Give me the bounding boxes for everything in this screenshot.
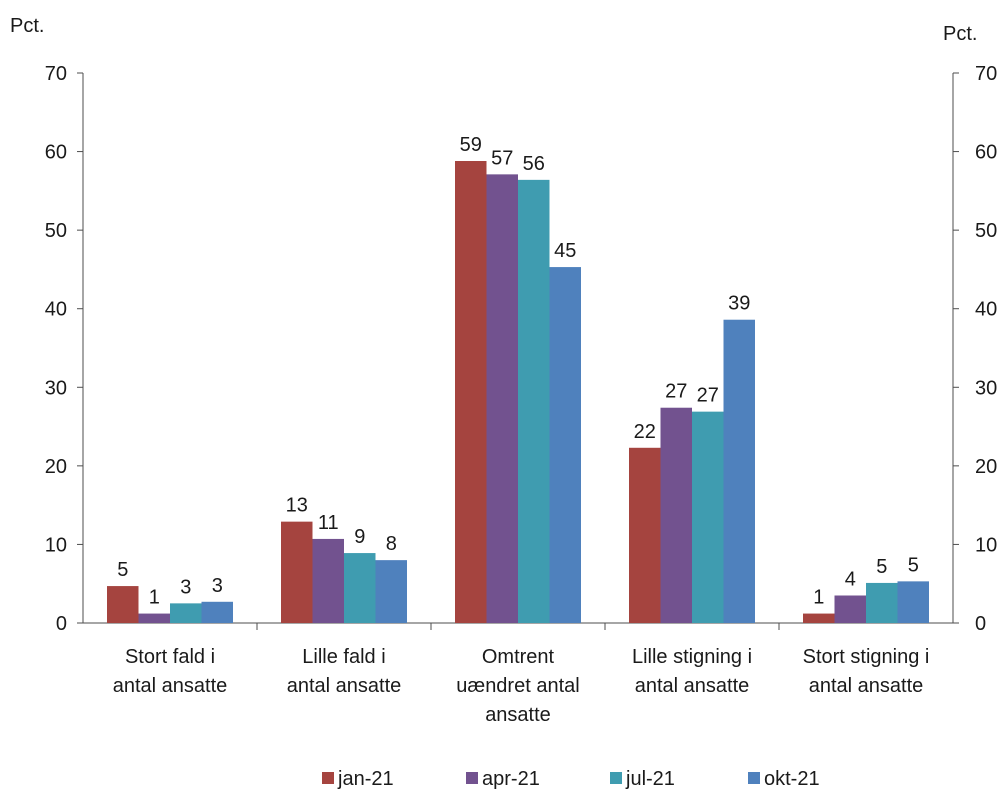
category-label: antal ansatte xyxy=(635,675,750,697)
bar-apr-21-0 xyxy=(138,613,170,623)
category-labels: Stort fald i antal ansatte Lille fald i ant… xyxy=(113,623,930,726)
left-tick-label: 10 xyxy=(45,534,67,556)
bar-apr-21-3 xyxy=(660,407,692,623)
bar-jul-21-3 xyxy=(692,411,724,623)
left-tick-label: 40 xyxy=(45,299,67,321)
legend-swatch-jul-21 xyxy=(610,772,622,784)
legend-label-okt-21: okt-21 xyxy=(764,768,820,790)
category-label: antal ansatte xyxy=(809,675,924,697)
data-label: 57 xyxy=(491,147,513,169)
category-label: uændret antal xyxy=(456,675,579,697)
data-label: 45 xyxy=(554,240,576,262)
legend-swatch-apr-21 xyxy=(466,772,478,784)
category-label: Lille stigning i xyxy=(632,646,752,668)
category-label: antal ansatte xyxy=(113,675,228,697)
left-tick-label: 60 xyxy=(45,142,67,164)
data-label: 3 xyxy=(180,576,191,598)
right-tick-label: 40 xyxy=(975,299,997,321)
data-label: 56 xyxy=(523,153,545,175)
data-label: 5 xyxy=(876,556,887,578)
bar-jul-21-0 xyxy=(170,603,202,623)
bar-apr-21-2 xyxy=(486,174,518,623)
legend-label-apr-21: apr-21 xyxy=(482,768,540,790)
data-label: 22 xyxy=(634,421,656,443)
bar-jul-21-4 xyxy=(866,582,898,623)
data-label: 1 xyxy=(813,587,824,609)
bar-okt-21-0 xyxy=(201,601,233,623)
bar-jan-21-1 xyxy=(281,521,313,623)
bar-apr-21-4 xyxy=(834,595,866,623)
legend-swatch-jan-21 xyxy=(322,772,334,784)
left-axis-unit: Pct. xyxy=(10,15,44,37)
bar-okt-21-2 xyxy=(549,267,581,623)
data-label: 3 xyxy=(212,575,223,597)
left-tick-label: 0 xyxy=(56,613,67,635)
bar-jul-21-2 xyxy=(518,179,550,623)
data-label: 39 xyxy=(728,293,750,315)
category-label: Stort stigning i xyxy=(803,646,930,668)
data-label: 8 xyxy=(386,533,397,555)
legend-swatch-okt-21 xyxy=(748,772,760,784)
data-label: 27 xyxy=(697,385,719,407)
category-label: ansatte xyxy=(485,704,551,726)
right-axis-unit: Pct. xyxy=(943,23,977,45)
bar-jan-21-2 xyxy=(455,161,487,623)
left-tick-label: 30 xyxy=(45,377,67,399)
right-tick-label: 0 xyxy=(975,613,986,635)
right-tick-label: 10 xyxy=(975,534,997,556)
right-axis: 0 10 20 30 40 50 60 70 xyxy=(952,63,997,635)
category-label: Stort fald i xyxy=(125,646,215,668)
data-label: 11 xyxy=(318,512,339,534)
data-label: 59 xyxy=(460,134,482,156)
category-label: Omtrent xyxy=(482,646,555,668)
bar-okt-21-4 xyxy=(897,581,929,623)
bar-apr-21-1 xyxy=(312,538,344,623)
right-tick-label: 30 xyxy=(975,377,997,399)
data-label: 4 xyxy=(845,569,856,591)
bar-jul-21-1 xyxy=(344,553,376,623)
left-tick-label: 50 xyxy=(45,220,67,242)
bar-jan-21-4 xyxy=(803,613,835,623)
right-tick-label: 60 xyxy=(975,142,997,164)
category-label: antal ansatte xyxy=(287,675,402,697)
bar-jan-21-0 xyxy=(107,586,139,623)
bar-okt-21-3 xyxy=(723,319,755,623)
legend: jan-21 apr-21 jul-21 okt-21 xyxy=(322,768,820,790)
left-tick-label: 70 xyxy=(45,63,67,85)
bar-jan-21-3 xyxy=(629,447,661,623)
legend-label-jul-21: jul-21 xyxy=(625,768,675,790)
right-tick-label: 50 xyxy=(975,220,997,242)
data-label: 1 xyxy=(149,587,160,609)
legend-label-jan-21: jan-21 xyxy=(337,768,394,790)
right-tick-label: 70 xyxy=(975,63,997,85)
bar-okt-21-1 xyxy=(375,560,407,623)
data-label: 27 xyxy=(665,381,687,403)
data-label: 5 xyxy=(117,559,128,581)
data-label: 5 xyxy=(908,554,919,576)
category-label: Lille fald i xyxy=(302,646,385,668)
left-tick-label: 20 xyxy=(45,456,67,478)
data-label: 13 xyxy=(286,495,308,517)
data-label: 9 xyxy=(354,526,365,548)
right-tick-label: 20 xyxy=(975,456,997,478)
